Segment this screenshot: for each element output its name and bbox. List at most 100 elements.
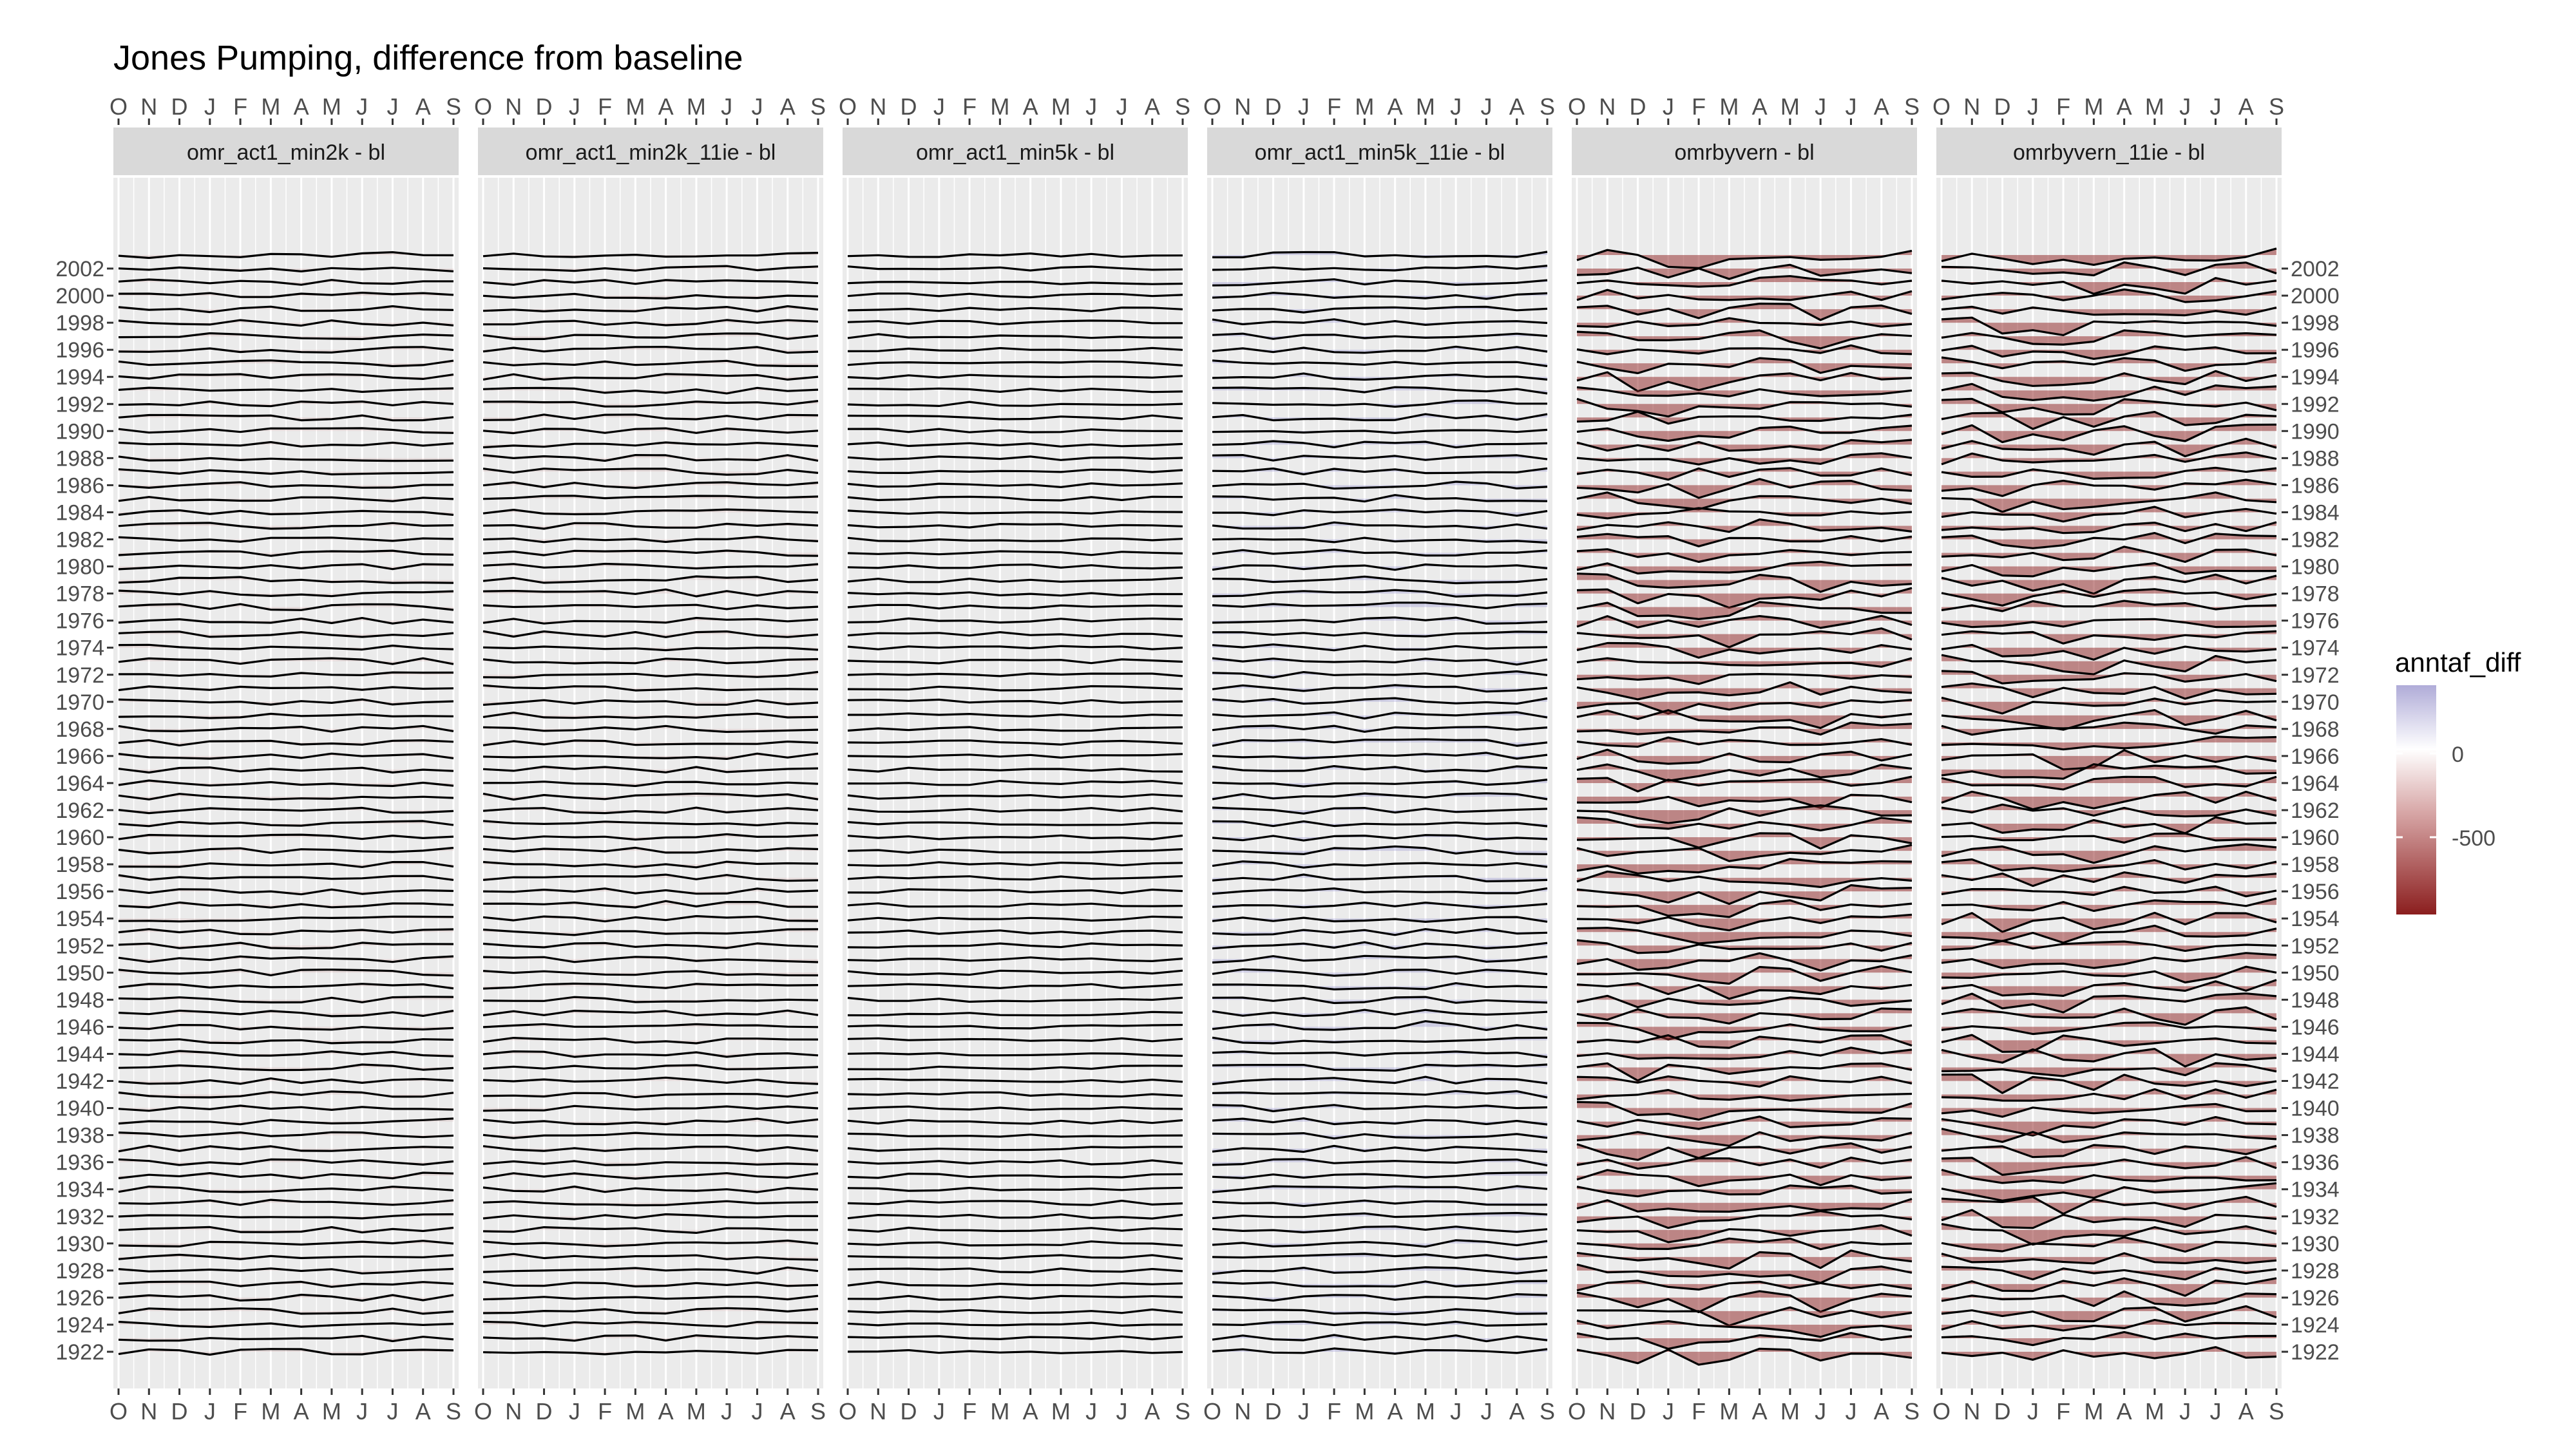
x-tick-label-bottom: J [204, 1398, 216, 1425]
y-tick-label-right: 1938 [2291, 1124, 2340, 1148]
ridge-line-1997 [1576, 329, 1913, 350]
x-tick-label-bottom: O [474, 1398, 492, 1425]
ridge-area-1927 [483, 1282, 818, 1287]
ridge-line-1956 [1576, 884, 1913, 905]
ridge-line-1958 [118, 861, 454, 868]
ridge-line-1938 [1941, 1128, 2277, 1144]
x-tick-label-top: S [1904, 93, 1920, 120]
x-tick-label-top: M [322, 93, 341, 120]
ridge-line-1979 [1212, 575, 1548, 585]
ridge-area-1983 [119, 522, 453, 529]
y-tick-label-left: 1926 [55, 1286, 104, 1311]
ridge-line-1964 [1576, 775, 1913, 793]
legend-label-500: -500 [2452, 826, 2495, 851]
y-tick-label-left: 1998 [55, 311, 104, 336]
ridge-area-1995 [119, 360, 453, 366]
ridge-line-1928 [1576, 1264, 1913, 1284]
ridge-line-1961 [847, 820, 1183, 826]
y-tick-label-left: 1982 [55, 528, 104, 553]
ridge-line-1993 [482, 386, 819, 395]
ridge-line-2002 [847, 265, 1183, 272]
x-tick-label-bottom: M [990, 1398, 1009, 1425]
ridge-line-1934 [1941, 1182, 2277, 1202]
panel-strip [1936, 128, 2282, 175]
ridge-line-1973 [1941, 654, 2277, 676]
ridge-line-1973 [118, 657, 454, 665]
ridge-line-1965 [1941, 763, 2277, 780]
ridge-area-1956 [483, 888, 818, 894]
y-tick-label-left: 1922 [55, 1340, 104, 1365]
ridge-line-1997 [1941, 329, 2277, 346]
ridge-line-1961 [482, 820, 819, 827]
x-tick-label-top: A [1023, 93, 1038, 120]
ridge-line-1987 [847, 468, 1183, 474]
ridge-area-1962 [1577, 805, 1912, 824]
ridge-line-1986 [482, 481, 819, 489]
ridge-line-1948 [118, 996, 454, 1004]
x-tick-label-bottom: M [2084, 1398, 2103, 1425]
ridge-line-1931 [1576, 1224, 1913, 1244]
ridge-area-1957 [1577, 871, 1912, 887]
ridge-line-1951 [1576, 952, 1913, 972]
x-tick-label-top: N [1599, 93, 1616, 120]
ridge-line-1989 [1212, 440, 1548, 449]
x-tick-label-top: J [2179, 93, 2191, 120]
y-tick-label-right: 1976 [2291, 609, 2340, 634]
x-tick-label-top: J [204, 93, 216, 120]
ridge-area-1980 [1942, 563, 2276, 576]
ridge-area-1953 [1577, 927, 1912, 943]
ridge-area-1986 [119, 482, 453, 488]
y-tick-label-right: 1966 [2291, 744, 2340, 769]
ridge-area-1930 [1942, 1237, 2276, 1252]
ridge-line-1957 [847, 875, 1183, 881]
ridge-area-1949 [483, 983, 818, 989]
ridge-line-1993 [1941, 383, 2277, 402]
x-tick-label-bottom: S [1904, 1398, 1920, 1425]
ridge-area-1992 [1212, 400, 1547, 407]
x-tick-label-bottom: A [1023, 1398, 1038, 1425]
ridge-line-1972 [482, 670, 819, 679]
y-tick-label-left: 1972 [55, 663, 104, 688]
x-tick-label-top: A [1145, 93, 1160, 120]
x-tick-label-bottom: M [1355, 1398, 1374, 1425]
ridge-area-1993 [1942, 384, 2276, 401]
ridge-line-2000 [482, 292, 819, 299]
ridge-line-1996 [1212, 345, 1548, 354]
ridge-line-1938 [482, 1132, 819, 1139]
ridge-line-1943 [118, 1063, 454, 1072]
x-tick-label-bottom: O [1932, 1398, 1951, 1425]
ridge-area-1982 [1942, 533, 2276, 549]
y-tick-label-left: 2000 [55, 284, 104, 308]
ridge-line-1951 [1212, 954, 1548, 964]
ridge-line-1944 [1576, 1046, 1913, 1060]
x-tick-label-bottom: F [962, 1398, 977, 1425]
x-tick-label-bottom: F [1327, 1398, 1341, 1425]
ridge-line-1994 [482, 373, 819, 381]
ridge-line-1946 [1941, 1021, 2277, 1036]
ridge-line-1989 [1576, 439, 1913, 452]
ridge-area-1968 [483, 726, 818, 732]
ridge-line-1945 [847, 1037, 1183, 1043]
ridge-line-1927 [1941, 1277, 2277, 1297]
x-tick-label-bottom: M [1719, 1398, 1739, 1425]
ridgelines [847, 252, 1183, 1354]
x-tick-label-bottom: F [2056, 1398, 2070, 1425]
ridge-line-2001 [1576, 275, 1913, 288]
ridge-line-1964 [118, 779, 454, 788]
ridge-line-1980 [118, 563, 454, 571]
ridge-line-1975 [1212, 630, 1548, 638]
ridge-line-1979 [1941, 573, 2277, 595]
ridge-area-1951 [1577, 953, 1912, 971]
ridge-line-1959 [1576, 844, 1913, 862]
ridge-line-1998 [847, 319, 1183, 326]
ridge-line-1998 [483, 319, 819, 327]
ridge-line-1951 [847, 956, 1183, 962]
ridge-line-1937 [1212, 1144, 1548, 1153]
x-tick-label-bottom: J [386, 1398, 398, 1425]
panel-strip-label: omr_act1_min5k_11ie - bl [1255, 140, 1505, 165]
y-tick-label-right: 1970 [2291, 690, 2340, 715]
ridge-line-1968 [1576, 721, 1913, 736]
ridge-line-1980 [482, 562, 819, 570]
ridge-line-1943 [1212, 1063, 1548, 1072]
x-tick-label-top: F [2056, 93, 2070, 120]
